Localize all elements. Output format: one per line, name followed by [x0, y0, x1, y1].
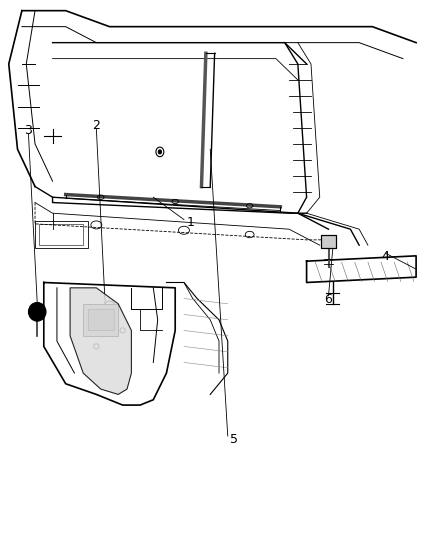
Bar — [35, 221, 88, 248]
Bar — [88, 309, 114, 330]
Bar — [83, 304, 118, 336]
Ellipse shape — [35, 310, 39, 314]
Bar — [321, 235, 336, 248]
Bar — [321, 235, 336, 248]
Bar — [39, 224, 83, 245]
Text: 2: 2 — [92, 119, 100, 132]
Ellipse shape — [158, 150, 162, 154]
Text: 5: 5 — [230, 433, 238, 446]
Ellipse shape — [28, 303, 46, 321]
Text: 4: 4 — [381, 251, 389, 263]
Text: 1: 1 — [187, 216, 194, 229]
Text: 6: 6 — [325, 293, 332, 306]
Ellipse shape — [32, 306, 43, 317]
Text: 3: 3 — [25, 124, 32, 137]
Polygon shape — [70, 288, 131, 394]
